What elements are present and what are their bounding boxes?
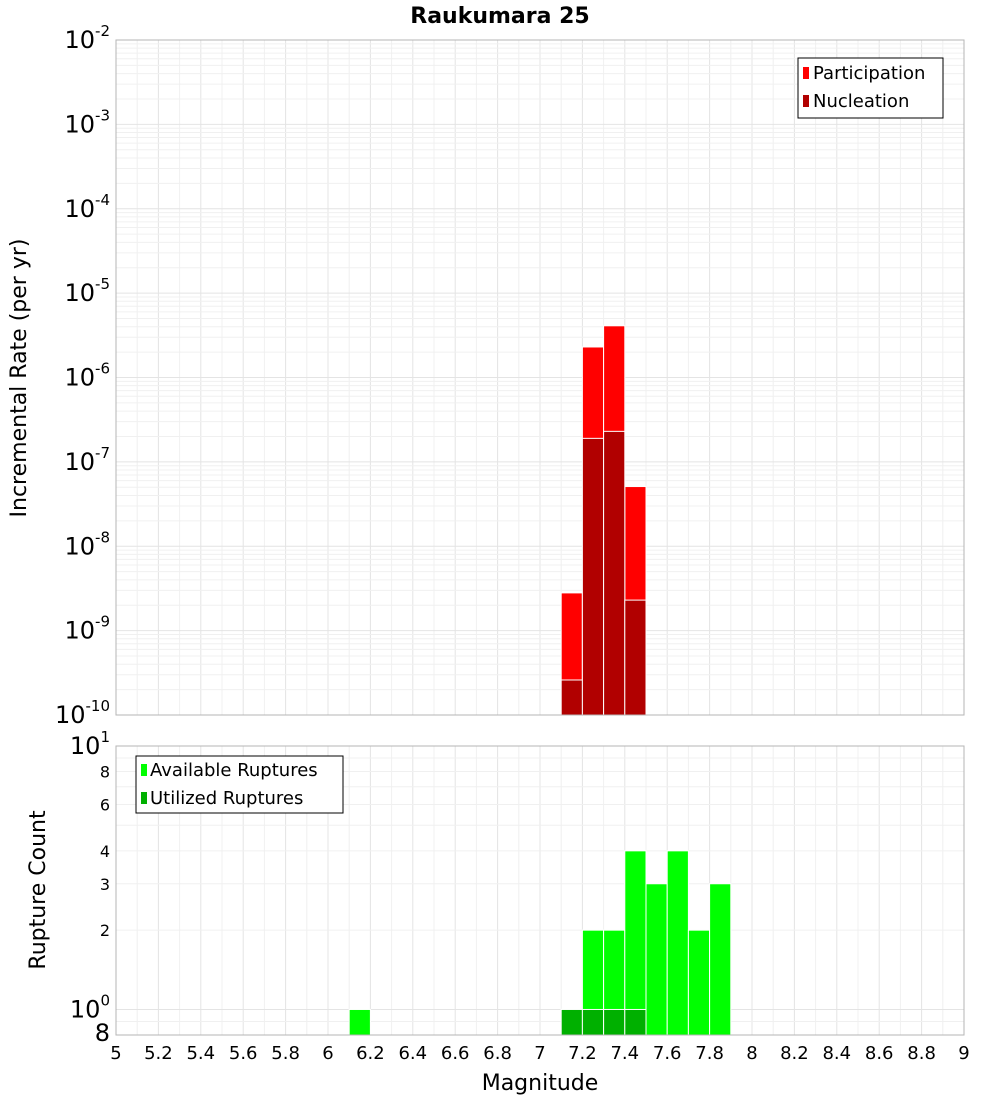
top-bar-nucleation [560, 679, 583, 716]
top-bar-nucleation [581, 437, 605, 716]
bottom-legend-box [135, 755, 344, 814]
bottom-bar-available-ruptures [348, 1008, 371, 1036]
top-y-tick-label: 10-2 [64, 22, 110, 54]
top-plot-border [115, 39, 965, 716]
x-tick-label: 9 [958, 1043, 969, 1064]
bottom-bar-available-ruptures [645, 883, 668, 1036]
top-y-tick-label: 10-9 [64, 613, 110, 645]
bottom-y-tick-label: 2 [100, 921, 110, 940]
bottom-bars [348, 850, 732, 1036]
x-tick-label: 5 [110, 1043, 121, 1064]
top-bar-nucleation [624, 599, 647, 716]
x-tick-label: 6.8 [483, 1043, 512, 1064]
legend-label-available: Available Ruptures [150, 760, 318, 781]
x-tick-label: 8.2 [780, 1043, 809, 1064]
x-tick-label: 7.2 [568, 1043, 597, 1064]
x-tick-label: 8.6 [865, 1043, 894, 1064]
top-legend-box [797, 57, 944, 119]
bottom-y-tick-label: 4 [100, 842, 110, 861]
participation-plot: 10-2 10-3 10-4 10-5 10-6 10-7 10-8 10-9 10-10 [55, 22, 965, 729]
bottom-bar-utilized-ruptures [581, 1008, 605, 1036]
bottom-bar-available-ruptures [687, 929, 711, 1036]
bottom-bar-utilized-ruptures [624, 1008, 647, 1036]
legend-swatch-nucleation [803, 95, 809, 107]
top-y-ticks: 10-2 10-3 10-4 10-5 10-6 10-7 10-8 10-9 10-10 [55, 22, 110, 729]
x-tick-label: 5.4 [186, 1043, 215, 1064]
bottom-y-axis-label: Rupture Count [26, 810, 51, 970]
x-axis-label: Magnitude [482, 1071, 599, 1096]
top-y-tick-label: 10-7 [64, 444, 110, 476]
chart-title: Raukumara 25 [410, 4, 589, 29]
bottom-y-tick-label: 100 [70, 991, 110, 1023]
bottom-legend: Available Ruptures Utilized Ruptures [135, 755, 344, 814]
top-legend: Participation Nucleation [797, 57, 944, 119]
x-tick-label: 6 [322, 1043, 333, 1064]
legend-swatch-participation [803, 67, 809, 79]
bottom-bar-available-ruptures [624, 850, 647, 1036]
bottom-bar-utilized-ruptures [603, 1008, 626, 1036]
bottom-bar-utilized-ruptures [560, 1008, 583, 1036]
bottom-bar-available-ruptures [666, 850, 689, 1036]
top-y-tick-label: 10-4 [64, 191, 110, 223]
legend-swatch-utilized [141, 792, 147, 804]
x-tick-label: 7.6 [653, 1043, 682, 1064]
x-tick-label: 6.4 [398, 1043, 427, 1064]
top-y-axis-label: Incremental Rate (per yr) [7, 239, 32, 518]
top-y-tick-label: 10-6 [64, 360, 110, 392]
bottom-bar-available-ruptures [709, 883, 732, 1036]
legend-label-utilized: Utilized Ruptures [150, 788, 303, 809]
bottom-y-tick-label: 101 [70, 728, 110, 760]
x-tick-label: 8.4 [822, 1043, 851, 1064]
x-tick-label: 7.4 [610, 1043, 639, 1064]
legend-swatch-available [141, 764, 147, 776]
top-y-tick-label: 10-3 [64, 106, 110, 138]
top-grid [116, 40, 964, 715]
bottom-plot-border [115, 745, 965, 1036]
x-tick-label: 7.8 [695, 1043, 724, 1064]
x-ticks: 5 5.2 5.4 5.6 5.8 6 6.2 6.4 6.6 6.8 7 7.2 7.4 7.6 7.8 8… [110, 1043, 969, 1064]
legend-label-participation: Participation [813, 63, 925, 84]
legend-label-nucleation: Nucleation [813, 91, 909, 112]
x-tick-label: 6.6 [441, 1043, 470, 1064]
bottom-y-tick-label: 6 [100, 795, 110, 814]
bottom-y-tick-label: 8 [95, 1019, 110, 1047]
x-tick-label: 5.2 [144, 1043, 173, 1064]
x-tick-label: 8 [746, 1043, 757, 1064]
x-tick-label: 7 [534, 1043, 545, 1064]
x-tick-label: 5.8 [271, 1043, 300, 1064]
x-tick-label: 5.6 [229, 1043, 258, 1064]
x-tick-label: 8.8 [907, 1043, 936, 1064]
top-y-tick-label: 10-10 [55, 697, 110, 729]
top-bar-nucleation [603, 430, 626, 716]
bottom-y-tick-label: 8 [100, 763, 110, 782]
top-y-tick-label: 10-5 [64, 275, 110, 307]
top-y-tick-label: 10-8 [64, 528, 110, 560]
x-tick-label: 6.2 [356, 1043, 385, 1064]
bottom-y-tick-label: 3 [100, 875, 110, 894]
